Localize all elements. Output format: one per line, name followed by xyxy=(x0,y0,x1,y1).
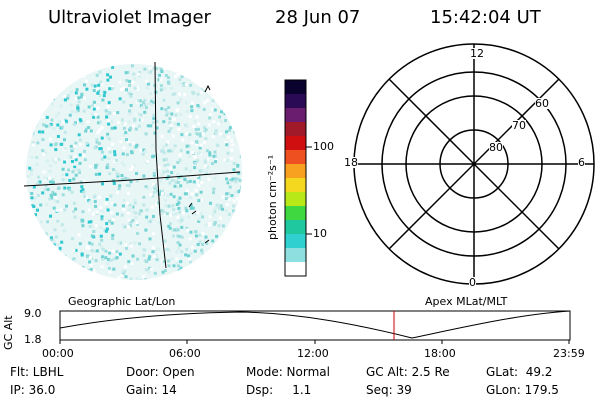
colorbar-segment xyxy=(285,94,306,109)
geographic-longitude-line xyxy=(154,61,167,269)
timeline-y-label: GC Alt xyxy=(2,315,15,350)
info-glat: GLat: 49.2 xyxy=(486,365,553,379)
info-filter: Flt: LBHL xyxy=(10,365,64,379)
date-label: 28 Jun 07 xyxy=(275,7,361,28)
timeline-y-top: 9.0 xyxy=(24,307,42,320)
colorbar-segment xyxy=(285,108,306,123)
timeline-tick-2359: 23:59 xyxy=(553,347,585,360)
colorbar-segment xyxy=(285,248,306,263)
info-ip: IP: 36.0 xyxy=(10,383,56,397)
polar-label-18: 18 xyxy=(344,156,358,169)
colorbar-segment xyxy=(285,136,306,151)
colorbar xyxy=(284,79,312,277)
colorbar-tick-100: 100 xyxy=(313,140,334,153)
timeline-right-caption: Apex MLat/MLT xyxy=(425,295,508,308)
colorbar-segment xyxy=(285,178,306,193)
colorbar-unit-label: photon cm⁻²s⁻¹ xyxy=(266,154,279,240)
timeline-y-bottom: 1.8 xyxy=(24,333,42,346)
polar-label-0: 0 xyxy=(469,276,476,289)
colorbar-segment xyxy=(285,122,306,137)
info-glon: GLon: 179.5 xyxy=(486,383,559,397)
instrument-title: Ultraviolet Imager xyxy=(48,7,211,28)
polar-label-12: 12 xyxy=(470,47,484,60)
info-door: Door: Open xyxy=(126,365,195,379)
colorbar-segment xyxy=(285,150,306,165)
info-dsp: Dsp: 1.1 xyxy=(246,383,312,397)
timeline-left-caption: Geographic Lat/Lon xyxy=(68,295,176,308)
coastline-mark xyxy=(204,84,211,93)
uv-image-disk xyxy=(23,61,242,280)
colorbar-segment xyxy=(285,234,306,249)
time-label: 15:42:04 UT xyxy=(430,7,541,28)
polar-ring-70: 70 xyxy=(512,119,526,132)
polar-plot xyxy=(353,43,595,285)
altitude-timeline xyxy=(59,310,571,344)
polar-ring-80: 80 xyxy=(489,141,503,154)
geographic-latitude-line xyxy=(23,171,241,187)
colorbar-segment xyxy=(285,262,306,277)
timeline-tick-0600: 06:00 xyxy=(169,347,201,360)
colorbar-segment xyxy=(285,220,306,235)
coastline-mark-2 xyxy=(188,202,210,244)
colorbar-tick-10: 10 xyxy=(313,227,327,240)
altitude-curve xyxy=(59,310,571,339)
colorbar-segment xyxy=(285,164,306,179)
info-seq: Seq: 39 xyxy=(366,383,412,397)
info-mode: Mode: Normal xyxy=(246,365,330,379)
polar-ring-60: 60 xyxy=(535,97,549,110)
info-gc-alt: GC Alt: 2.5 Re xyxy=(366,365,450,379)
timeline-tick-0000: 00:00 xyxy=(42,347,74,360)
colorbar-segment xyxy=(285,80,306,95)
timeline-tick-1200: 12:00 xyxy=(297,347,329,360)
info-gain: Gain: 14 xyxy=(126,383,177,397)
timeline-tick-1800: 18:00 xyxy=(424,347,456,360)
colorbar-segment xyxy=(285,192,306,207)
colorbar-segment xyxy=(285,206,306,221)
polar-label-6: 6 xyxy=(578,156,585,169)
